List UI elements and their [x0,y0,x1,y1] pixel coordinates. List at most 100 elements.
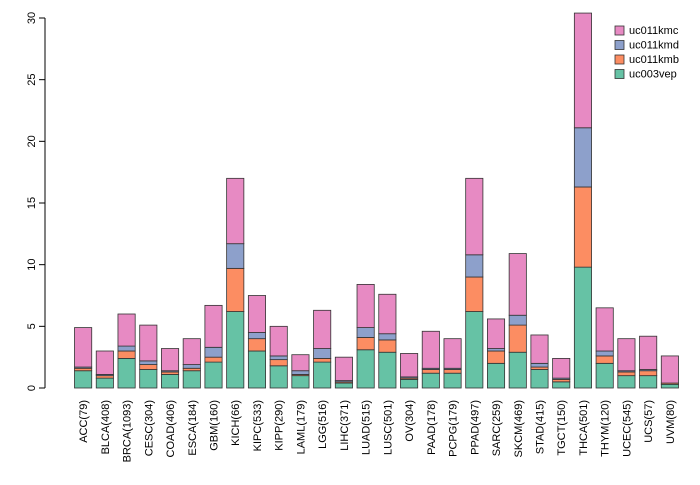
bar-segment-uc011kmb-23 [573,186,592,268]
bar-segment-uc011kmc-2 [117,313,136,347]
x-tick-label-17: PCPG(179) [448,400,460,457]
bar-stack-21 [530,334,549,389]
bar-stack-0 [74,327,93,389]
x-tick-label-2: BRCA(1093) [122,400,134,462]
bars-layer [74,12,679,389]
bar-segment-uc003vep-10 [291,375,310,389]
bar-segment-uc003vep-18 [465,311,484,389]
bar-stack-13 [356,283,375,389]
x-tick-label-1: BLCA(408) [100,400,112,454]
y-tick-label-20: 20 [26,135,38,147]
bar-segment-uc011kmd-11 [313,348,332,359]
x-tick-label-7: KICH(66) [230,400,242,446]
bar-segment-uc011kmc-24 [595,307,614,352]
bar-segment-uc003vep-27 [660,383,679,389]
bar-segment-uc011kmc-7 [226,177,245,245]
bar-segment-uc011kmd-10 [291,370,310,375]
legend-label-uc003vep: uc003vep [629,69,677,81]
bar-stack-15 [400,353,419,389]
bar-segment-uc011kmc-22 [552,357,571,379]
x-tick-label-22: TGCT(150) [556,400,568,456]
bar-segment-uc011kmb-3 [139,364,158,370]
bar-segment-uc003vep-24 [595,362,614,389]
bar-segment-uc003vep-1 [95,377,114,389]
bar-segment-uc011kmd-13 [356,327,375,338]
x-tick-label-24: THYM(120) [600,400,612,457]
bar-segment-uc003vep-20 [508,351,527,389]
bar-stack-27 [660,355,679,389]
bar-segment-uc011kmc-0 [74,327,93,368]
bar-segment-uc011kmc-5 [182,338,201,365]
bar-stack-1 [95,350,114,389]
bar-segment-uc011kmd-20 [508,314,527,326]
bar-segment-uc003vep-5 [182,370,201,389]
x-tick-label-12: LIHC(371) [339,400,351,451]
bar-segment-uc011kmb-17 [443,369,462,374]
bar-stack-10 [291,354,310,389]
bar-stack-25 [617,338,636,389]
bar-stack-19 [487,318,506,389]
bar-stack-5 [182,338,201,389]
x-tick-label-4: COAD(406) [165,400,177,457]
bar-stack-9 [269,325,288,389]
bar-segment-uc011kmc-19 [487,318,506,349]
bar-segment-uc011kmd-5 [182,364,201,369]
bar-segment-uc011kmb-24 [595,355,614,364]
bar-segment-uc003vep-11 [313,361,332,389]
x-tick-label-20: SKCM(469) [513,400,525,457]
bar-segment-uc011kmd-9 [269,355,288,361]
bar-segment-uc011kmb-25 [617,371,636,377]
bar-segment-uc011kmd-6 [204,346,223,358]
y-tick-label-0: 0 [26,385,38,391]
bar-segment-uc003vep-7 [226,311,245,389]
legend-swatch-uc011kmc [614,25,625,36]
bar-segment-uc011kmb-8 [247,338,266,352]
x-tick-label-6: GBM(160) [209,400,221,451]
bar-segment-uc011kmc-6 [204,304,223,348]
legend-label-uc011kmc: uc011kmc [629,25,679,37]
bar-segment-uc011kmc-27 [660,355,679,384]
bar-segment-uc011kmd-3 [139,360,158,365]
bar-segment-uc003vep-12 [334,382,353,389]
x-tick-label-11: LGG(516) [317,400,329,449]
bar-segment-uc003vep-17 [443,372,462,389]
bar-segment-uc011kmd-14 [378,333,397,341]
bar-stack-23 [573,12,592,389]
bar-stack-18 [465,177,484,389]
bar-stack-8 [247,295,266,389]
bar-segment-uc003vep-19 [487,362,506,389]
bar-segment-uc011kmd-8 [247,332,266,340]
bar-segment-uc011kmd-7 [226,243,245,269]
x-tick-label-18: PPAD(497) [469,400,481,455]
x-tick-label-27: UVM(80) [665,400,677,444]
bar-segment-uc011kmb-20 [508,324,527,353]
bar-segment-uc003vep-4 [161,374,180,389]
bar-stack-16 [421,330,440,389]
bar-segment-uc003vep-15 [400,378,419,389]
legend: uc011kmc uc011kmd uc011kmb uc003vep [614,25,679,81]
bar-segment-uc011kmc-8 [247,295,266,333]
bar-stack-4 [161,348,180,389]
bar-stack-26 [639,335,658,389]
x-tick-label-14: LUSC(501) [382,400,394,455]
bar-stack-12 [334,356,353,389]
bar-segment-uc011kmb-9 [269,359,288,367]
bar-segment-uc003vep-16 [421,372,440,389]
x-tick-label-16: PAAD(178) [426,400,438,455]
bar-segment-uc003vep-9 [269,365,288,389]
x-tick-label-3: CESC(304) [143,400,155,456]
x-tick-label-19: SARC(259) [491,400,503,456]
x-tick-label-26: UCS(57) [643,400,655,443]
bar-segment-uc011kmb-6 [204,356,223,363]
bar-segment-uc011kmc-11 [313,309,332,349]
bar-segment-uc011kmc-12 [334,356,353,382]
y-tick-label-5: 5 [26,323,38,329]
bar-stack-6 [204,304,223,389]
legend-label-uc011kmb: uc011kmb [629,54,679,66]
bar-segment-uc003vep-8 [247,350,266,389]
y-tick-label-15: 15 [26,197,38,209]
bar-segment-uc003vep-13 [356,349,375,389]
bar-stack-3 [139,324,158,389]
